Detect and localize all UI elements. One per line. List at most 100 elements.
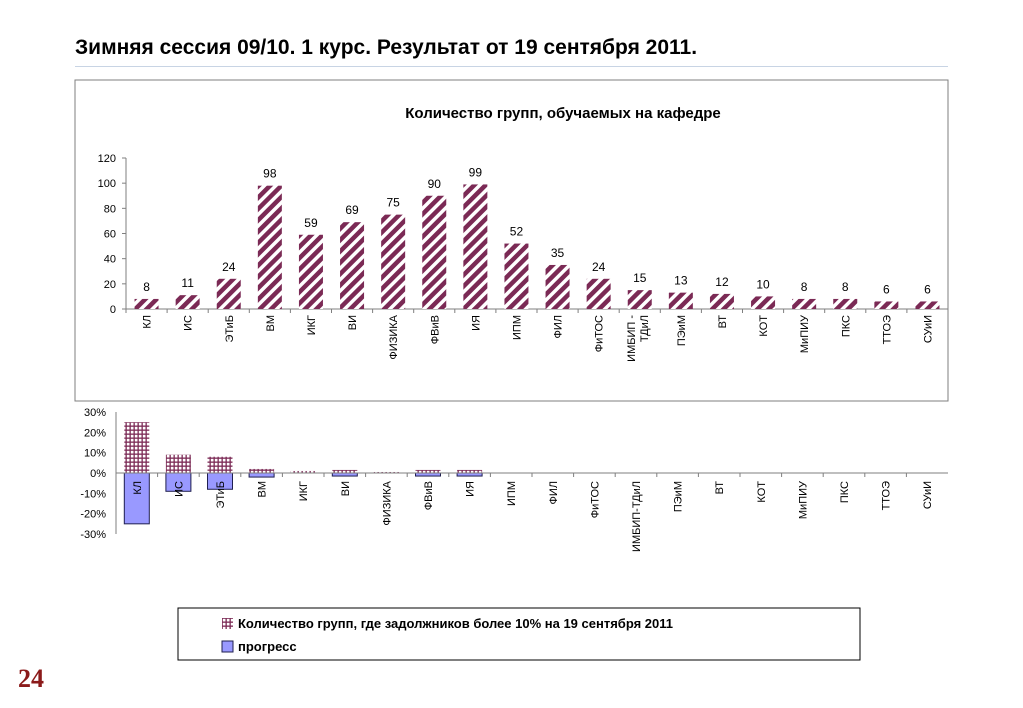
legend-label-progress: прогресс (238, 639, 297, 654)
top-bar (751, 296, 776, 309)
bottom-bar-debtors (415, 469, 441, 473)
top-data-label: 99 (469, 165, 483, 179)
bottom-x-tick-label: КЛ (132, 481, 144, 495)
bottom-x-tick-label: ФИЗИКА (381, 480, 393, 525)
top-bar (422, 195, 447, 309)
top-data-label: 13 (674, 274, 688, 288)
top-y-tick-label: 100 (98, 178, 116, 190)
bottom-x-tick-label: ПКС (839, 481, 851, 503)
bottom-y-tick-label: 20% (84, 427, 106, 439)
top-bar (216, 278, 241, 309)
top-y-tick-label: 80 (104, 203, 116, 215)
top-data-label: 12 (715, 275, 729, 289)
top-bar-chart: Количество групп, обучаемых на кафедре 0 2… (74, 79, 949, 402)
bottom-bar-debtors (373, 471, 399, 473)
top-y-tick-label: 20 (104, 279, 116, 291)
top-x-tick-label: ФиТОС (594, 315, 606, 352)
bottom-x-tick-label: ИС (173, 481, 185, 497)
top-data-label: 10 (756, 277, 770, 291)
top-bar (586, 278, 611, 309)
top-data-label: 6 (924, 282, 931, 296)
bottom-x-tick-label: ТТОЭ (881, 481, 893, 511)
top-x-tick-label: ФИЗИКА (388, 314, 400, 359)
top-x-tick-label: ВТ (717, 315, 729, 329)
top-bar (668, 292, 693, 309)
top-bar (833, 298, 858, 309)
top-bar (134, 298, 159, 309)
top-data-label: 35 (551, 246, 565, 260)
top-chart-title: Количество групп, обучаемых на кафедре (405, 105, 721, 122)
bottom-y-tick-label: -20% (80, 509, 106, 521)
bottom-x-tick-label: СУиИ (922, 481, 934, 509)
bottom-bar-debtors (207, 456, 233, 473)
top-data-label: 59 (304, 216, 318, 230)
bottom-bar-progress (123, 472, 150, 525)
top-bar (381, 214, 406, 309)
top-data-label: 24 (592, 260, 606, 274)
legend-swatch-debtors (222, 618, 233, 629)
slide-title: Зимняя сессия 09/10. 1 курс. Результат о… (75, 36, 698, 59)
legend-swatch-progress (221, 640, 234, 653)
bottom-bar-debtors (124, 422, 150, 473)
top-x-tick-label: КЛ (142, 315, 154, 329)
legend-box (177, 607, 861, 661)
top-data-label: 6 (883, 282, 890, 296)
page-number: 24 (18, 664, 44, 693)
bottom-bar-debtors (249, 468, 275, 473)
bottom-bar-debtors (290, 470, 316, 473)
top-bar (340, 222, 365, 309)
bottom-y-tick-label: 30% (84, 407, 106, 419)
top-x-tick-label: ИПМ (511, 315, 523, 340)
top-x-tick-label: ТТОЭ (881, 315, 893, 345)
bottom-x-tick-label: ВМ (257, 481, 269, 498)
top-x-tick-label: СУиИ (922, 315, 934, 343)
bottom-x-tick-label: ВТ (714, 481, 726, 495)
top-data-label: 98 (263, 167, 277, 181)
bottom-x-tick-label: ВИ (340, 481, 352, 496)
bottom-x-tick-label: ФВиВ (423, 481, 435, 510)
top-data-label: 8 (801, 280, 808, 294)
top-y-tick-label: 0 (110, 304, 116, 316)
top-chart-frame (74, 79, 949, 402)
top-bar (627, 290, 652, 309)
top-x-tick-label: МиПИУ (799, 314, 811, 353)
top-bar (915, 301, 940, 309)
bottom-x-tick-label: ПЭиМ (673, 481, 685, 512)
bottom-x-tick-label: ФИЛ (548, 481, 560, 505)
top-x-tick-label: ФВиВ (429, 315, 441, 344)
bottom-x-tick-label: КОТ (756, 481, 768, 503)
top-bar (257, 185, 282, 309)
top-x-tick-label: ИМБИП - (626, 315, 638, 362)
top-y-tick-label: 120 (98, 153, 116, 165)
top-bar (504, 243, 529, 309)
bottom-y-tick-label: 0% (90, 468, 106, 480)
title-divider (75, 66, 948, 67)
top-data-label: 8 (143, 280, 150, 294)
bottom-x-tick-label: ИМБИП-ТДиЛ (631, 481, 643, 552)
top-bar (298, 234, 323, 309)
top-bar (709, 293, 734, 309)
top-data-label: 75 (386, 196, 400, 210)
legend: Количество групп, где задолжников более … (177, 607, 861, 661)
bottom-bar-chart: 30% 20% 10% 0% -10% -20% -30% КЛ ИС ЭТиБ ВМ ИКГ ВИ ФИ… (80, 407, 948, 552)
top-x-tick-label: ПКС (840, 315, 852, 337)
top-x-tick-label: ВМ (265, 315, 277, 332)
bottom-y-tick-label: 10% (84, 448, 106, 460)
bottom-y-tick-label: -10% (80, 488, 106, 500)
top-x-tick-label: ИС (183, 315, 195, 331)
top-x-tick-label: ИКГ (306, 315, 318, 335)
bottom-bar-debtors (332, 469, 358, 473)
bottom-y-tick-label: -30% (80, 529, 106, 541)
top-bar (463, 184, 488, 309)
top-x-tick-label: ТДиЛ (639, 315, 651, 342)
bottom-x-tick-label: ИПМ (506, 481, 518, 506)
top-data-label: 52 (510, 225, 524, 239)
top-bar (545, 264, 570, 309)
top-bar (175, 295, 200, 309)
top-bar (874, 301, 899, 309)
top-x-tick-label: ИЯ (470, 315, 482, 331)
top-data-label: 24 (222, 260, 236, 274)
bottom-bar-debtors (165, 454, 191, 473)
bottom-x-tick-label: ИКГ (298, 481, 310, 501)
top-data-label: 11 (181, 276, 194, 290)
